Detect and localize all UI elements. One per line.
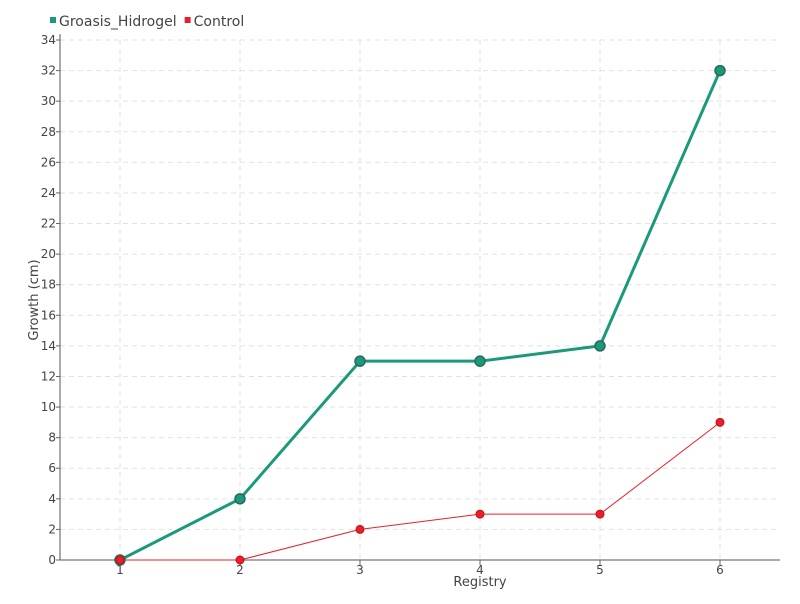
y-tick-label: 22 [41, 217, 56, 231]
series-line [120, 421, 721, 561]
legend-label: Control [194, 14, 245, 30]
data-point [714, 64, 726, 77]
y-tick-label: 6 [48, 461, 56, 475]
y-tick-label: 12 [41, 369, 56, 383]
data-point [355, 524, 365, 534]
legend-swatch [184, 17, 191, 23]
y-tick-label: 20 [41, 247, 56, 261]
y-tick-label: 30 [41, 94, 56, 108]
x-tick-label: 1 [116, 563, 124, 577]
data-point [474, 355, 486, 367]
y-tick-label: 26 [41, 155, 56, 169]
y-tick-label: 4 [48, 492, 56, 506]
y-tick-label: 14 [41, 339, 56, 353]
x-tick-label: 4 [476, 563, 484, 577]
x-tick-label: 2 [236, 563, 244, 577]
y-tick-label: 10 [41, 400, 56, 414]
legend-label: Groasis_Hidrogel [59, 14, 177, 30]
y-tick-label: 18 [41, 278, 56, 292]
data-point [115, 555, 125, 565]
data-point [475, 509, 485, 519]
series-line [119, 69, 722, 562]
y-tick-label: 28 [41, 125, 56, 139]
x-tick-label: 3 [356, 563, 364, 577]
y-tick-label: 0 [48, 553, 56, 567]
y-tick-label: 2 [48, 522, 56, 536]
legend: Groasis_Hidrogel Control [50, 14, 244, 30]
data-point [354, 355, 366, 367]
legend-item[interactable]: Groasis_Hidrogel [50, 14, 177, 30]
y-tick-label: 16 [41, 308, 56, 322]
grid [60, 39, 780, 560]
y-axis-title: Growth (cm) [27, 259, 42, 340]
data-point [235, 555, 245, 565]
series-layer [114, 64, 726, 566]
data-point [594, 340, 606, 352]
data-point [595, 509, 605, 519]
x-tick-label: 6 [716, 563, 724, 577]
data-point [715, 417, 725, 427]
x-tick-label: 5 [596, 563, 604, 577]
series-control [115, 417, 725, 565]
data-point [234, 493, 246, 505]
legend-item[interactable]: Control [184, 14, 245, 30]
legend-swatch [50, 17, 56, 23]
x-axis-title: Registry [453, 575, 507, 590]
y-tick-label: 32 [41, 64, 56, 78]
y-tick-label: 34 [41, 33, 56, 47]
y-tick-label: 8 [48, 431, 56, 445]
y-tick-label: 24 [41, 186, 56, 200]
